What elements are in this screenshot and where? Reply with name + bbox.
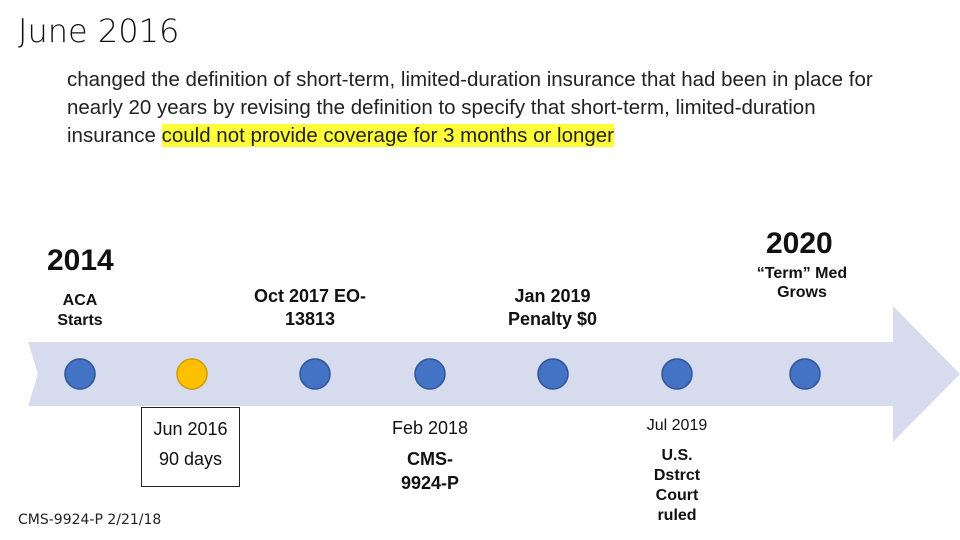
event-aca-starts: ACA Starts: [57, 292, 103, 329]
jun-2016-date: Jun 2016: [153, 419, 228, 439]
event-jul-2019-date: Jul 2019: [646, 417, 708, 434]
event-jan-2019: Jan 2019 Penalty $0: [507, 286, 598, 329]
timeline-dot-2020: [789, 358, 821, 390]
timeline-dot-jan-2019: [537, 358, 569, 390]
description-highlight: could not provide coverage for 3 months …: [161, 124, 614, 147]
description-plain: changed the definition of short-term, li…: [67, 68, 873, 147]
description-text: changed the definition of short-term, li…: [67, 66, 887, 150]
footer-citation: CMS-9924-P 2/21/18: [18, 512, 162, 528]
event-jul-2019-court: U.S. Dstrct Court ruled: [653, 447, 701, 524]
year-2014-label: 2014: [47, 244, 114, 277]
event-oct-2017: Oct 2017 EO-13813: [253, 286, 367, 329]
event-feb-2018-date: Feb 2018: [391, 418, 469, 438]
event-term-med-grows: “Term” Med Grows: [756, 265, 848, 301]
timeline-dot-feb-2018: [414, 358, 446, 390]
jun-2016-days: 90 days: [158, 449, 223, 469]
timeline-arrow: [28, 306, 960, 442]
year-2020-label: 2020: [766, 227, 833, 260]
timeline-dot-2014: [64, 358, 96, 390]
event-jun-2016-box: Jun 2016 90 days: [141, 407, 240, 487]
timeline-dot-jun-2016: [176, 358, 208, 390]
page-title: June 2016: [18, 12, 180, 50]
timeline-dot-jul-2019: [661, 358, 693, 390]
event-feb-2018-doc: CMS-9924-P: [400, 449, 460, 493]
timeline-dot-oct-2017: [299, 358, 331, 390]
